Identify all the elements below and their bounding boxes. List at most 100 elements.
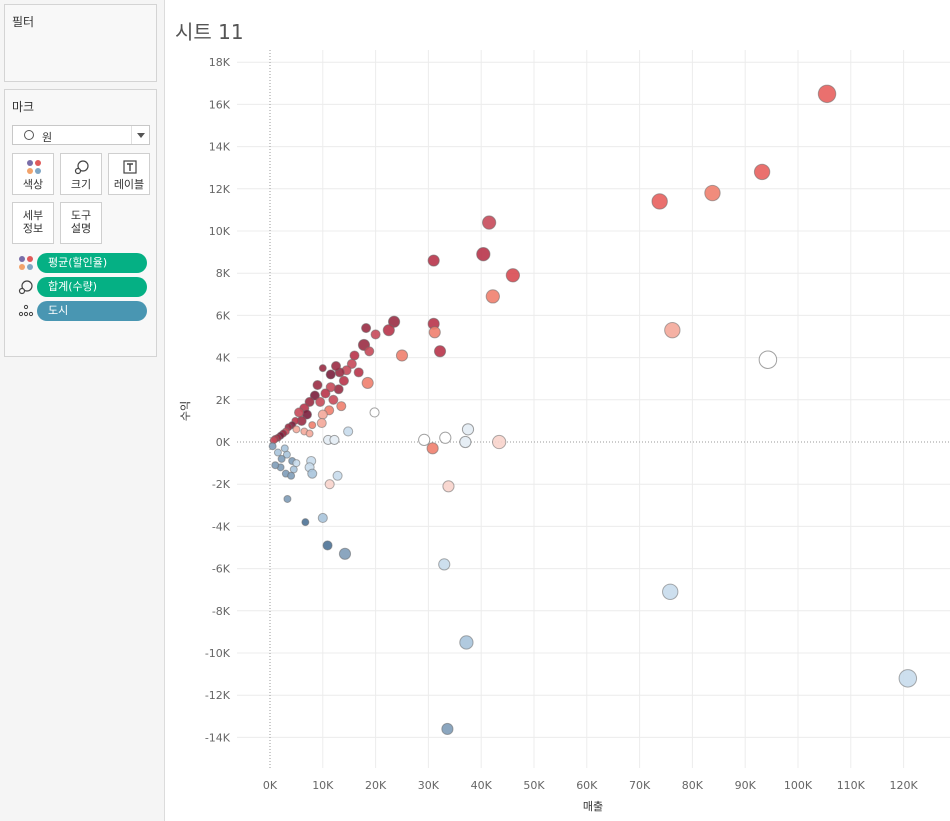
data-point[interactable] [312, 379, 323, 391]
data-point[interactable] [651, 193, 668, 210]
x-axis-ticks: 0K 10K 20K 30K 40K 50K 60K 70K 80K 90K 100K 110K 120… [263, 779, 919, 792]
y-tick-label: 6K [216, 309, 231, 322]
data-point[interactable] [315, 396, 326, 407]
data-point[interactable] [324, 479, 335, 490]
data-point[interactable] [433, 345, 447, 358]
y-tick-label: -12K [205, 689, 231, 702]
data-point[interactable] [292, 425, 301, 434]
chevron-down-icon[interactable] [131, 126, 149, 144]
data-point[interactable] [817, 84, 837, 104]
x-tick-label: 60K [576, 779, 598, 792]
data-point[interactable] [271, 461, 280, 470]
data-point[interactable] [338, 375, 349, 386]
data-point[interactable] [349, 350, 360, 361]
data-point[interactable] [328, 394, 339, 405]
data-point[interactable] [320, 388, 331, 399]
tooltip-button[interactable]: 도구 설명 [60, 202, 102, 244]
data-point[interactable] [325, 369, 336, 380]
data-point[interactable] [287, 471, 296, 480]
x-tick-label: 100K [784, 779, 813, 792]
data-point[interactable] [364, 346, 375, 357]
x-tick-label: 0K [263, 779, 278, 792]
data-point[interactable] [441, 722, 454, 736]
x-tick-label: 50K [523, 779, 545, 792]
field-pill-city[interactable]: 도시 [37, 301, 147, 321]
data-point[interactable] [317, 512, 328, 524]
size-button[interactable]: 크기 [60, 153, 102, 195]
data-point[interactable] [305, 429, 314, 438]
data-point[interactable] [338, 547, 352, 560]
data-point[interactable] [318, 364, 327, 373]
left-pane: 필터 마크 원 색상 크기 레이블 [0, 0, 165, 821]
data-point[interactable] [418, 433, 431, 446]
data-point[interactable] [395, 349, 409, 362]
data-point[interactable] [898, 669, 918, 688]
detail-button-label: 세부 정보 [22, 209, 44, 235]
field-row-discount[interactable]: 평균(할인율) [12, 253, 152, 273]
data-point[interactable] [492, 434, 507, 450]
data-point[interactable] [268, 442, 277, 451]
marks-card: 마크 원 색상 크기 레이블 세부 정보 [4, 89, 157, 357]
label-button[interactable]: 레이블 [108, 153, 150, 195]
detail-button[interactable]: 세부 정보 [12, 202, 54, 244]
data-point[interactable] [316, 417, 327, 429]
data-point[interactable] [293, 407, 305, 418]
data-point[interactable] [329, 434, 340, 445]
y-tick-label: -6K [212, 563, 231, 576]
label-button-label: 레이블 [113, 178, 145, 191]
data-point[interactable] [427, 254, 440, 267]
x-tick-label: 80K [682, 779, 704, 792]
x-tick-label: 110K [837, 779, 866, 792]
data-point[interactable] [369, 407, 380, 418]
size-button-label: 크기 [70, 178, 92, 191]
field-row-quantity[interactable]: 합계(수량) [12, 277, 152, 297]
data-point[interactable] [280, 444, 289, 453]
data-point[interactable] [459, 635, 474, 650]
data-point[interactable] [307, 468, 318, 479]
mark-type-dropdown[interactable]: 원 [12, 125, 150, 145]
data-point[interactable] [308, 421, 317, 430]
data-point[interactable] [370, 329, 381, 340]
filters-card[interactable]: 필터 [4, 4, 157, 82]
data-point[interactable] [301, 518, 310, 527]
data-point[interactable] [292, 459, 301, 468]
data-point[interactable] [704, 184, 721, 202]
x-axis-label: 매출 [583, 800, 603, 813]
data-point[interactable] [461, 423, 475, 436]
data-point[interactable] [428, 326, 441, 339]
data-point[interactable] [336, 401, 347, 412]
data-point[interactable] [361, 323, 372, 334]
data-point[interactable] [273, 448, 282, 457]
y-tick-label: 12K [209, 183, 231, 196]
data-point[interactable] [664, 321, 681, 339]
data-point[interactable] [753, 163, 771, 181]
data-point[interactable] [476, 247, 491, 262]
data-point[interactable] [481, 215, 497, 230]
data-point[interactable] [438, 558, 451, 571]
data-point[interactable] [322, 540, 333, 551]
data-point[interactable] [361, 376, 374, 390]
data-point[interactable] [442, 480, 455, 493]
data-point[interactable] [439, 431, 452, 444]
data-point[interactable] [505, 268, 521, 283]
data-point[interactable] [317, 409, 328, 420]
data-point[interactable] [662, 583, 679, 601]
data-point[interactable] [382, 324, 395, 337]
data-point[interactable] [459, 435, 472, 449]
field-pill-quantity[interactable]: 합계(수량) [37, 277, 147, 297]
x-tick-label: 10K [312, 779, 334, 792]
data-point[interactable] [330, 360, 342, 372]
y-tick-label: -8K [212, 605, 231, 618]
data-point[interactable] [758, 350, 778, 369]
data-point[interactable] [353, 367, 364, 378]
data-point[interactable] [426, 442, 439, 455]
y-axis-ticks: 18K 16K 14K 12K 10K 8K 6K 4K 2K 0K -2K -4K -6K -8K -10… [205, 56, 231, 744]
field-row-city[interactable]: 도시 [12, 301, 152, 321]
data-point[interactable] [332, 470, 343, 481]
color-button[interactable]: 색상 [12, 153, 54, 195]
data-point[interactable] [283, 494, 292, 503]
data-point[interactable] [277, 454, 286, 463]
data-point[interactable] [343, 426, 354, 437]
field-pill-discount[interactable]: 평균(할인율) [37, 253, 147, 273]
data-point[interactable] [485, 289, 500, 304]
